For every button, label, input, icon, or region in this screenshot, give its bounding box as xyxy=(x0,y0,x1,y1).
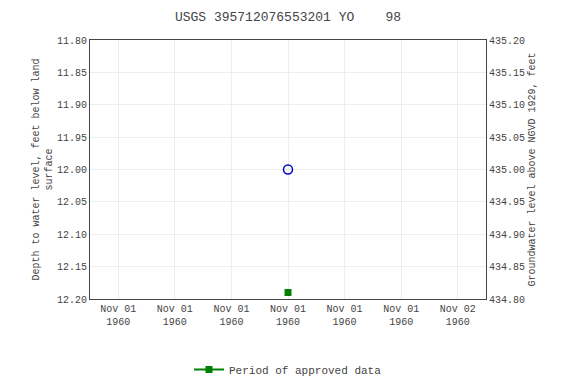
svg-text:11.95: 11.95 xyxy=(57,133,87,144)
svg-text:Nov 011960: Nov 011960 xyxy=(327,304,363,328)
svg-text:435.10: 435.10 xyxy=(489,100,525,111)
svg-text:434.80: 434.80 xyxy=(489,295,525,306)
svg-text:Groundwater level above NGVD 1: Groundwater level above NGVD 1929, feet xyxy=(527,52,538,286)
svg-text:435.15: 435.15 xyxy=(489,68,525,79)
svg-text:Nov 011960: Nov 011960 xyxy=(213,304,249,328)
svg-text:435.20: 435.20 xyxy=(489,36,525,47)
svg-text:12.10: 12.10 xyxy=(57,230,87,241)
svg-text:12.20: 12.20 xyxy=(57,295,87,306)
svg-text:Nov 021960: Nov 021960 xyxy=(440,304,476,328)
svg-text:USGS 395712076553201 YO 98: USGS 395712076553201 YO 98 xyxy=(175,10,401,25)
svg-text:Depth to water level, feet bel: Depth to water level, feet below landsur… xyxy=(31,58,55,280)
svg-text:11.90: 11.90 xyxy=(57,100,87,111)
svg-text:435.05: 435.05 xyxy=(489,133,525,144)
svg-text:Nov 011960: Nov 011960 xyxy=(383,304,419,328)
svg-text:12.15: 12.15 xyxy=(57,262,87,273)
svg-text:434.90: 434.90 xyxy=(489,230,525,241)
svg-text:12.00: 12.00 xyxy=(57,165,87,176)
svg-text:Nov 011960: Nov 011960 xyxy=(270,304,306,328)
svg-text:Nov 011960: Nov 011960 xyxy=(157,304,193,328)
svg-text:11.85: 11.85 xyxy=(57,68,87,79)
svg-text:12.05: 12.05 xyxy=(57,197,87,208)
svg-text:435.00: 435.00 xyxy=(489,165,525,176)
svg-text:Period of approved data: Period of approved data xyxy=(229,365,381,377)
svg-text:434.85: 434.85 xyxy=(489,262,525,273)
svg-text:11.80: 11.80 xyxy=(57,36,87,47)
svg-text:Nov 011960: Nov 011960 xyxy=(100,304,136,328)
svg-text:434.95: 434.95 xyxy=(489,197,525,208)
